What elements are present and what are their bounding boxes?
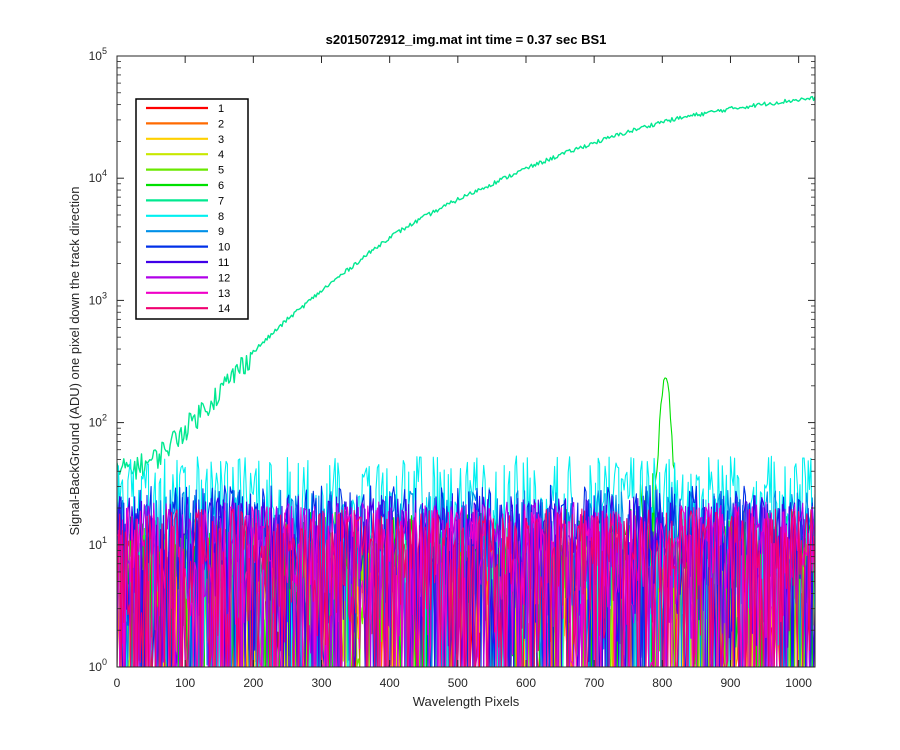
legend-label-9: 9 xyxy=(218,226,224,238)
x-axis-label: Wavelength Pixels xyxy=(413,694,520,709)
legend-label-12: 12 xyxy=(218,272,230,284)
legend-label-8: 8 xyxy=(218,211,224,223)
x-tick-label: 700 xyxy=(584,676,604,690)
legend-label-1: 1 xyxy=(218,103,224,115)
x-tick-label: 300 xyxy=(311,676,331,690)
x-tick-label: 1000 xyxy=(785,676,812,690)
x-tick-label: 0 xyxy=(114,676,121,690)
legend-label-14: 14 xyxy=(218,303,230,315)
legend-box xyxy=(135,98,249,320)
legend-label-10: 10 xyxy=(218,242,230,254)
axis-layer: 0 100 200 300 400 500 600 700 800 900 100010010110… xyxy=(89,46,815,690)
series-layer xyxy=(117,95,815,667)
series-line-8 xyxy=(117,455,815,667)
x-tick-label: 500 xyxy=(448,676,468,690)
legend-label-3: 3 xyxy=(218,134,224,146)
legend-label-4: 4 xyxy=(218,149,224,161)
x-tick-label: 600 xyxy=(516,676,536,690)
x-tick-label: 100 xyxy=(175,676,195,690)
chart-title: s2015072912_img.mat int time = 0.37 sec … xyxy=(326,32,607,47)
legend-label-13: 13 xyxy=(218,288,230,300)
legend-label-6: 6 xyxy=(218,180,224,192)
series-line-7 xyxy=(117,95,815,480)
legend-label-7: 7 xyxy=(218,195,224,207)
legend-label-5: 5 xyxy=(218,165,224,177)
legend-label-2: 2 xyxy=(218,118,224,130)
x-tick-label: 400 xyxy=(380,676,400,690)
x-tick-label: 900 xyxy=(720,676,740,690)
plot-frame xyxy=(116,55,816,668)
x-tick-label: 800 xyxy=(652,676,672,690)
x-tick-label: 200 xyxy=(243,676,263,690)
y-axis-label: Signal-BackGround (ADU) one pixel down t… xyxy=(67,186,82,535)
series-line-14 xyxy=(117,508,815,667)
legend-label-11: 11 xyxy=(218,257,229,269)
